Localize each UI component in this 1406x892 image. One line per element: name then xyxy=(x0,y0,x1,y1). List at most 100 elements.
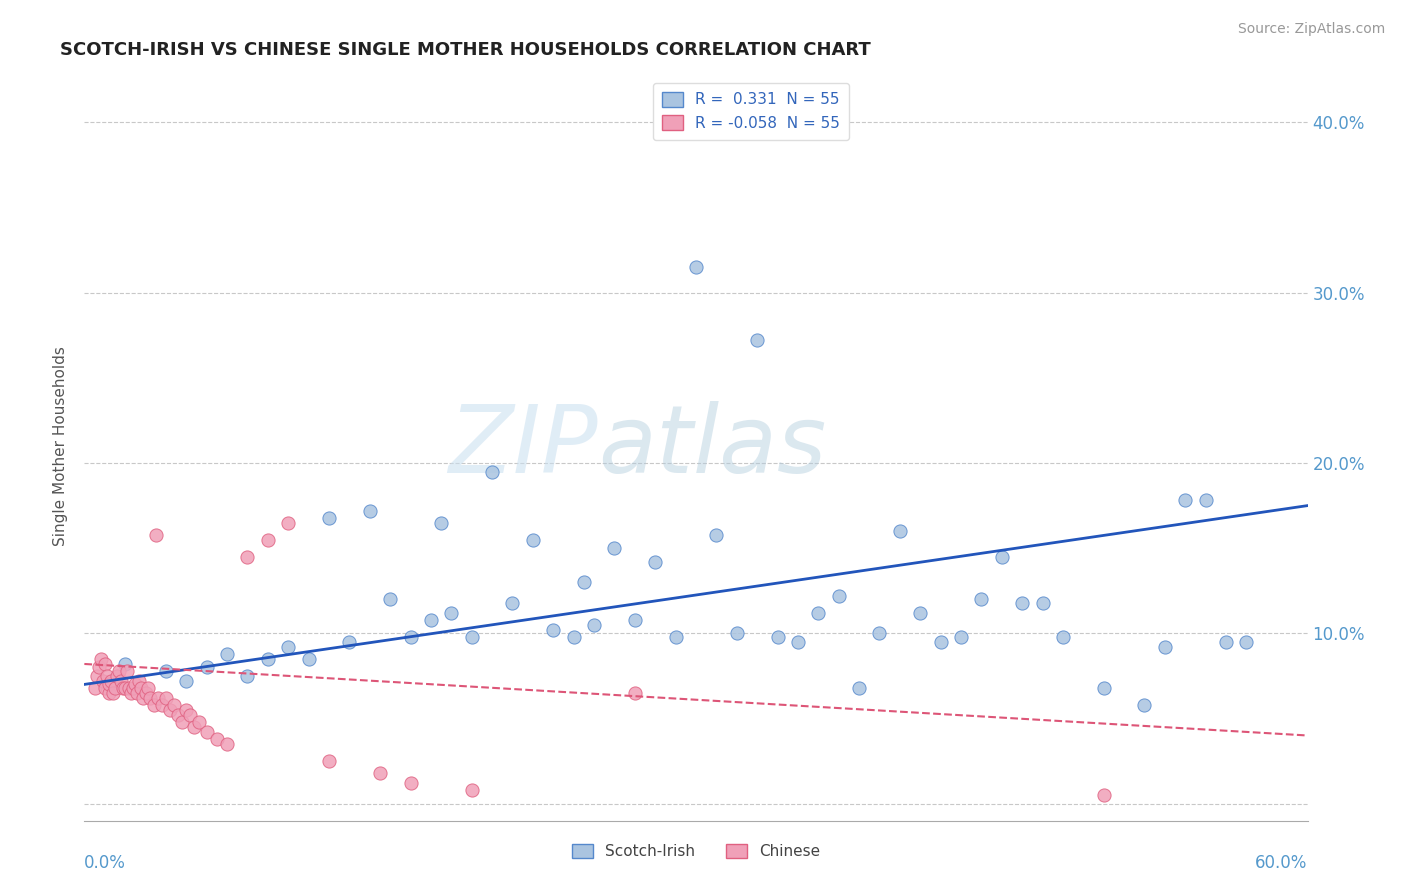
Point xyxy=(115,664,138,678)
Point xyxy=(461,630,484,644)
Point xyxy=(120,686,142,700)
Point xyxy=(236,549,259,564)
Point xyxy=(136,681,159,695)
Text: Source: ZipAtlas.com: Source: ZipAtlas.com xyxy=(1237,22,1385,37)
Point xyxy=(624,613,647,627)
Point xyxy=(277,640,299,654)
Point xyxy=(100,673,122,688)
Point xyxy=(179,708,201,723)
Point xyxy=(257,533,280,547)
Text: 60.0%: 60.0% xyxy=(1256,855,1308,872)
Point xyxy=(929,635,952,649)
Point xyxy=(950,630,973,644)
Legend: Scotch-Irish, Chinese: Scotch-Irish, Chinese xyxy=(565,838,827,865)
Point xyxy=(93,681,115,695)
Point xyxy=(122,681,145,695)
Point xyxy=(97,677,120,691)
Point xyxy=(114,657,136,671)
Point xyxy=(83,681,105,695)
Point xyxy=(174,703,197,717)
Point xyxy=(236,669,259,683)
Point xyxy=(195,725,218,739)
Point xyxy=(187,714,209,729)
Point xyxy=(787,635,810,649)
Point xyxy=(368,766,391,780)
Point xyxy=(108,664,131,678)
Point xyxy=(155,664,177,678)
Point xyxy=(430,516,453,530)
Point xyxy=(572,575,595,590)
Point xyxy=(110,673,132,688)
Point xyxy=(1052,630,1074,644)
Point xyxy=(380,592,402,607)
Point xyxy=(1092,788,1115,802)
Point xyxy=(124,677,146,691)
Point xyxy=(135,686,157,700)
Text: SCOTCH-IRISH VS CHINESE SINGLE MOTHER HOUSEHOLDS CORRELATION CHART: SCOTCH-IRISH VS CHINESE SINGLE MOTHER HO… xyxy=(60,41,870,59)
Point xyxy=(257,652,280,666)
Point xyxy=(665,630,688,644)
Point xyxy=(910,606,932,620)
Point xyxy=(766,630,789,644)
Point xyxy=(1236,635,1258,649)
Point xyxy=(562,630,585,644)
Point xyxy=(502,596,524,610)
Point xyxy=(970,592,993,607)
Point xyxy=(112,681,135,695)
Point xyxy=(90,652,112,666)
Point xyxy=(142,698,165,712)
Point xyxy=(644,555,666,569)
Point xyxy=(128,673,150,688)
Text: 0.0%: 0.0% xyxy=(84,855,127,872)
Point xyxy=(624,686,647,700)
Point xyxy=(399,630,422,644)
Point xyxy=(1195,493,1218,508)
Point xyxy=(1011,596,1033,610)
Point xyxy=(991,549,1014,564)
Point xyxy=(461,783,484,797)
Point xyxy=(145,527,167,541)
Point xyxy=(217,647,239,661)
Point xyxy=(420,613,443,627)
Point xyxy=(869,626,891,640)
Point xyxy=(155,691,177,706)
Point xyxy=(1174,493,1197,508)
Point xyxy=(104,681,127,695)
Point xyxy=(1092,681,1115,695)
Point xyxy=(543,623,565,637)
Point xyxy=(86,669,108,683)
Text: atlas: atlas xyxy=(598,401,827,491)
Point xyxy=(1215,635,1237,649)
Point xyxy=(195,660,218,674)
Point xyxy=(91,673,114,688)
Point xyxy=(105,669,128,683)
Point xyxy=(96,669,118,683)
Point xyxy=(127,686,149,700)
Point xyxy=(118,681,141,695)
Point xyxy=(522,533,544,547)
Y-axis label: Single Mother Households: Single Mother Households xyxy=(53,346,69,546)
Point xyxy=(114,681,136,695)
Point xyxy=(339,635,361,649)
Text: ZIP: ZIP xyxy=(449,401,598,491)
Point xyxy=(1133,698,1156,712)
Point xyxy=(183,720,205,734)
Point xyxy=(97,686,120,700)
Point xyxy=(828,589,851,603)
Point xyxy=(174,673,197,688)
Point xyxy=(318,510,340,524)
Point xyxy=(747,334,769,348)
Point xyxy=(205,731,228,746)
Point xyxy=(318,754,340,768)
Point xyxy=(132,691,155,706)
Point xyxy=(93,657,115,671)
Point xyxy=(1154,640,1177,654)
Point xyxy=(163,698,186,712)
Point xyxy=(150,698,173,712)
Point xyxy=(889,524,911,538)
Point xyxy=(725,626,748,640)
Point xyxy=(131,681,153,695)
Point xyxy=(101,686,124,700)
Point xyxy=(159,703,181,717)
Point xyxy=(172,714,194,729)
